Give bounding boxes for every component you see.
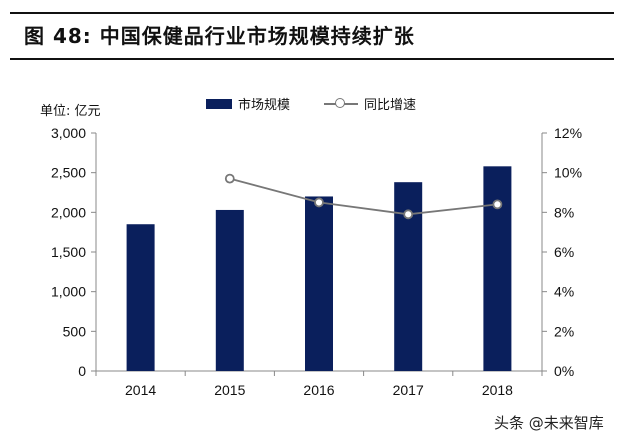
legend-line-marker xyxy=(335,98,345,108)
left-tick-label: 500 xyxy=(63,323,87,339)
unit-label: 单位: 亿元 xyxy=(40,104,101,119)
bar-2016 xyxy=(305,196,333,371)
left-tick-label: 2,500 xyxy=(51,165,86,181)
right-tick-label: 4% xyxy=(554,284,574,300)
title-bar: 图 48: 中国保健品行业市场规模持续扩张 xyxy=(10,12,614,60)
left-tick-label: 1,500 xyxy=(51,244,86,260)
x-tick-label: 2014 xyxy=(125,382,156,398)
legend-bar-label: 市场规模 xyxy=(238,98,291,113)
growth-point xyxy=(314,197,324,208)
growth-line xyxy=(229,177,498,216)
right-tick-label: 6% xyxy=(554,244,574,260)
figure-title: 图 48: 中国保健品行业市场规模持续扩张 xyxy=(24,24,415,48)
left-tick-label: 1,000 xyxy=(51,284,86,300)
right-tick-label: 8% xyxy=(554,204,574,220)
x-tick-label: 2015 xyxy=(214,382,245,398)
x-tick-label: 2017 xyxy=(393,382,424,398)
growth-point xyxy=(492,199,503,210)
right-tick-label: 10% xyxy=(554,165,582,181)
legend-line-label: 同比增速 xyxy=(364,98,417,113)
right-tick-label: 2% xyxy=(554,323,574,339)
right-tick-label: 12% xyxy=(554,125,582,141)
bar-2015 xyxy=(215,209,244,371)
x-tick-label: 2018 xyxy=(482,382,513,398)
x-tick-label: 2016 xyxy=(303,382,334,398)
left-tick-label: 3,000 xyxy=(51,125,86,141)
growth-point xyxy=(224,173,235,184)
growth-point xyxy=(403,209,414,220)
left-tick-label: 0 xyxy=(78,363,86,379)
watermark: 头条 @未来智库 xyxy=(494,414,604,432)
legend-bar-swatch xyxy=(206,99,232,109)
left-tick-label: 2,000 xyxy=(51,204,86,220)
bar-2014 xyxy=(126,224,155,371)
bar-2018 xyxy=(483,166,512,371)
right-tick-label: 0% xyxy=(554,363,574,379)
